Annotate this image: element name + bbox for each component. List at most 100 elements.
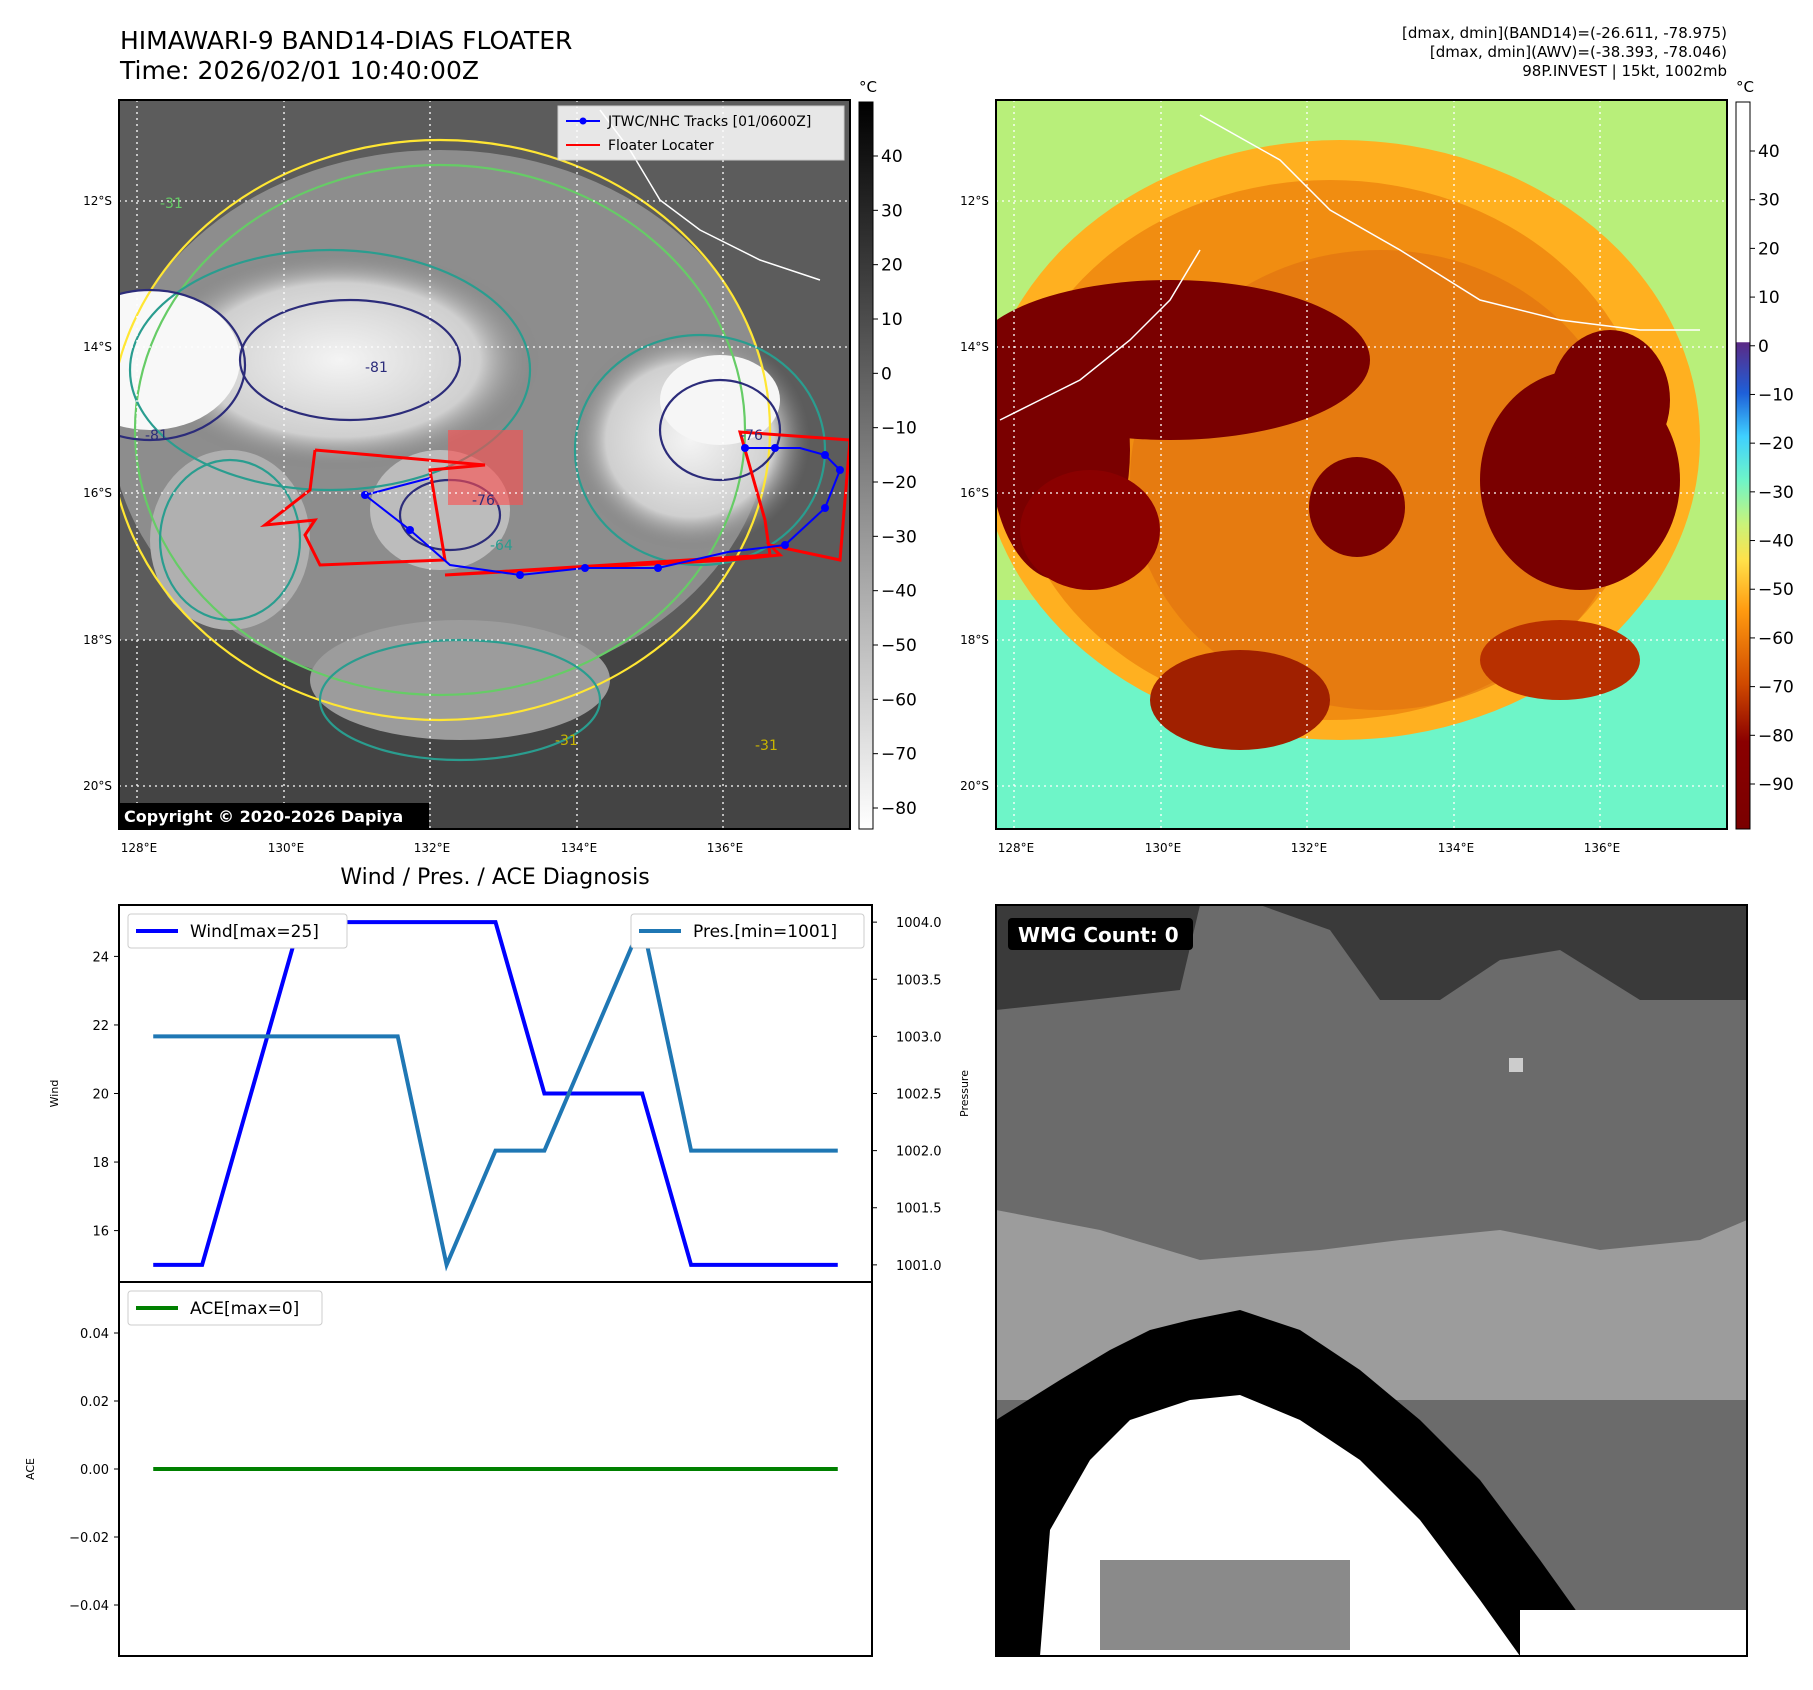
- ir-lat-tick: 16°S: [83, 486, 112, 500]
- ace-ylabel: ACE: [24, 1458, 37, 1480]
- wind-plot-frame: [118, 904, 873, 1283]
- wind-ylabel: Wind: [48, 1080, 61, 1108]
- legend-floater: Floater Locater: [608, 138, 714, 154]
- series-line-pressure: [153, 915, 838, 1272]
- awv-colorbar: °C 40 30 20 10 0 −10 −20 −30 −40 −50 −60 −70 −80 −90: [1735, 78, 1794, 830]
- ace-ytick: 0.00: [80, 1463, 109, 1478]
- pressure-ytick: 1002.0: [896, 1145, 942, 1160]
- awv-colorbar-unit: °C: [1736, 78, 1754, 96]
- ace-ytick: −0.04: [69, 1599, 109, 1614]
- awv-colorbar-tick: −50: [1758, 580, 1794, 600]
- ace-ytick: 0.04: [80, 1327, 109, 1342]
- copyright: Copyright © 2020-2026 Dapiya: [124, 807, 403, 826]
- legend-track: JTWC/NHC Tracks [01/0600Z]: [607, 114, 811, 130]
- ir-lat-tick: 20°S: [83, 779, 112, 793]
- awv-lat-tick: 20°S: [960, 779, 989, 793]
- ir-colorbar-tick: −80: [881, 799, 917, 819]
- awv-colorbar-tick: −30: [1758, 483, 1794, 503]
- pressure-ytick: 1001.0: [896, 1259, 942, 1274]
- awv-lat-tick: 12°S: [960, 194, 989, 208]
- ir-legend: JTWC/NHC Tracks [01/0600Z] Floater Locat…: [557, 105, 845, 161]
- info-storm: 98P.INVEST | 15kt, 1002mb: [1522, 62, 1727, 80]
- pressure-ylabel: Pressure: [958, 1070, 971, 1117]
- awv-colorbar-tick: 30: [1758, 191, 1780, 211]
- ace-legend: ACE[max=0]: [127, 1290, 323, 1326]
- wind-legend-label: Wind[max=25]: [190, 922, 319, 942]
- awv-colorbar-tick: −90: [1758, 775, 1794, 795]
- ir-colorbar-tick: 40: [881, 147, 903, 167]
- awv-lon-tick: 136°E: [1584, 841, 1621, 855]
- ir-colorbar-tick: −40: [881, 582, 917, 602]
- ir-colorbar-tick: −30: [881, 527, 917, 547]
- ir-lon-tick: 128°E: [121, 841, 158, 855]
- contour-label: -76: [740, 428, 763, 444]
- awv-colorbar-tick: 40: [1758, 142, 1780, 162]
- awv-lat-tick: 18°S: [960, 633, 989, 647]
- ace-chart: 0.04 0.02 0.00 −0.02 −0.04 ACE ACE[max=0]: [24, 1281, 873, 1657]
- contour-label: -31: [160, 196, 183, 212]
- pressure-ytick: 1002.5: [896, 1088, 942, 1103]
- awv-lon-tick: 134°E: [1438, 841, 1475, 855]
- info-awv: [dmax, dmin](AWV)=(-38.393, -78.046): [1429, 43, 1727, 61]
- ir-colorbar-tick: −50: [881, 636, 917, 656]
- ace-ytick: −0.02: [69, 1531, 109, 1546]
- awv-colorbar-tick: −60: [1758, 629, 1794, 649]
- contour-label: -31: [755, 738, 778, 754]
- awv-lat-tick: 14°S: [960, 340, 989, 354]
- ir-lon-tick: 134°E: [561, 841, 598, 855]
- ir-colorbar-unit: °C: [859, 78, 877, 96]
- awv-colorbar-tick: 20: [1758, 239, 1780, 259]
- info-band14: [dmax, dmin](BAND14)=(-26.611, -78.975): [1402, 24, 1727, 42]
- pressure-legend: Pres.[min=1001]: [630, 913, 865, 949]
- ir-colorbar: °C 40 30 20 10 0 −10 −20 −30 −40 −50 −60 −70 −80: [858, 78, 917, 830]
- ir-colorbar-tick: 30: [881, 201, 903, 221]
- ace-ytick: 0.02: [80, 1395, 109, 1410]
- ir-lat-tick: 18°S: [83, 633, 112, 647]
- ir-lat-tick: 14°S: [83, 340, 112, 354]
- wind-legend: Wind[max=25]: [127, 913, 348, 949]
- awv-colorbar-tick: −10: [1758, 385, 1794, 405]
- pressure-ytick: 1001.5: [896, 1202, 942, 1217]
- wind-ytick: 22: [92, 1019, 109, 1034]
- awv-colorbar-tick: 0: [1758, 337, 1769, 357]
- ir-colorbar-tick: 10: [881, 310, 903, 330]
- ir-colorbar-tick: −20: [881, 473, 917, 493]
- wind-ytick: 18: [92, 1156, 109, 1171]
- ir-lat-tick: 12°S: [83, 194, 112, 208]
- contour-label: -76: [472, 493, 495, 509]
- awv-colorbar-tick: 10: [1758, 288, 1780, 308]
- awv-lon-tick: 130°E: [1145, 841, 1182, 855]
- series-line-wind: [153, 920, 838, 1267]
- awv-colorbar-tick: −20: [1758, 434, 1794, 454]
- ir-colorbar-tick: −70: [881, 745, 917, 765]
- contour-label: -31: [555, 733, 578, 749]
- awv-colorbar-tick: −70: [1758, 678, 1794, 698]
- pressure-ytick: 1004.0: [896, 916, 942, 931]
- ir-colorbar-tick: −10: [881, 419, 917, 439]
- ir-colorbar-tick: −60: [881, 690, 917, 710]
- ace-legend-label: ACE[max=0]: [190, 1299, 299, 1319]
- ir-lon-tick: 136°E: [707, 841, 744, 855]
- wind-ytick: 24: [92, 950, 109, 965]
- awv-lon-tick: 128°E: [998, 841, 1035, 855]
- pressure-ytick: 1003.0: [896, 1030, 942, 1045]
- ir-lon-tick: 130°E: [268, 841, 305, 855]
- contour-label: -81: [365, 360, 388, 376]
- figure-time: Time: 2026/02/01 10:40:00Z: [120, 56, 479, 85]
- contour-label: -64: [490, 538, 513, 554]
- pressure-legend-label: Pres.[min=1001]: [693, 922, 837, 942]
- awv-lat-tick: 16°S: [960, 486, 989, 500]
- wmg-count: WMG Count: 0: [1018, 923, 1179, 947]
- diagnosis-title: Wind / Pres. / ACE Diagnosis: [340, 865, 649, 890]
- wind-pressure-chart: 16 18 20 22 24 1001.0 1001.5 1002.0 1002.5 1003.0…: [48, 904, 971, 1283]
- awv-lon-tick: 132°E: [1291, 841, 1328, 855]
- pressure-ytick: 1003.5: [896, 973, 942, 988]
- ir-colorbar-tick: 0: [881, 364, 892, 384]
- contour-label: -81: [145, 428, 168, 444]
- wind-ytick: 20: [92, 1088, 109, 1103]
- awv-imagery: [996, 100, 1727, 829]
- wmg-panel: WMG Count: 0: [995, 904, 1748, 1657]
- ir-colorbar-tick: 20: [881, 256, 903, 276]
- wind-ytick: 16: [92, 1225, 109, 1240]
